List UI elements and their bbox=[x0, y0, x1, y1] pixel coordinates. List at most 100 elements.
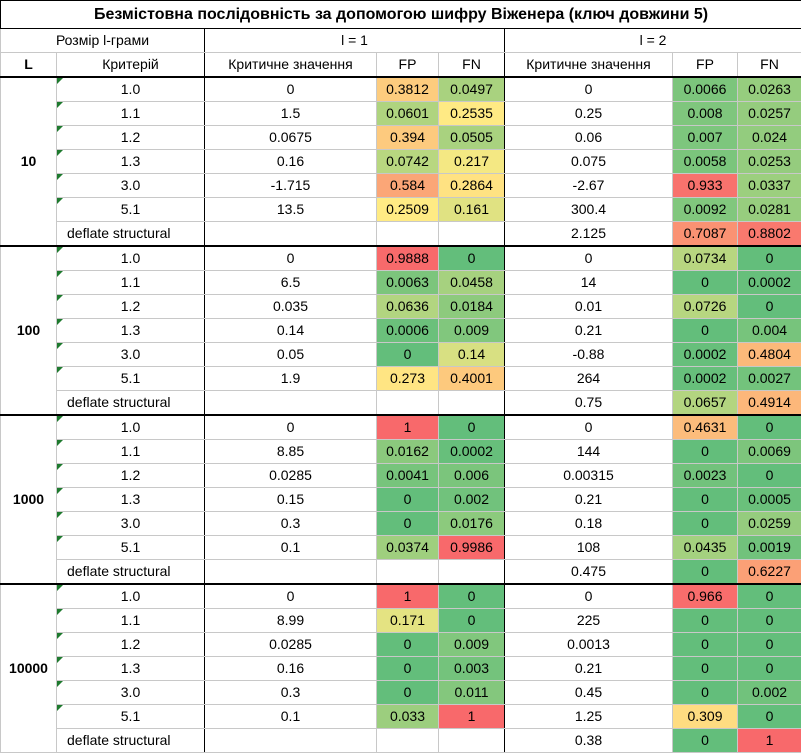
l2-fp-cell[interactable]: 0.309 bbox=[672, 704, 738, 729]
L-column-header[interactable]: L bbox=[0, 52, 57, 78]
l1-fn-cell[interactable]: 0.002 bbox=[438, 487, 505, 512]
l1-fn-cell[interactable]: 0.011 bbox=[438, 680, 505, 705]
criterion-column-header[interactable]: Критерій bbox=[56, 52, 205, 78]
l2-fn-cell[interactable]: 0.004 bbox=[736, 318, 801, 343]
criterion-cell[interactable]: 1.2 bbox=[56, 463, 205, 488]
l1-crit-value-cell[interactable]: 0.14 bbox=[204, 318, 377, 343]
l1-fn-cell[interactable]: 0 bbox=[438, 245, 505, 271]
criterion-cell[interactable]: 5.1 bbox=[56, 366, 205, 391]
l2-crit-value-cell[interactable]: -0.88 bbox=[504, 342, 673, 367]
l1-fp-cell[interactable]: 0.0374 bbox=[376, 535, 439, 560]
l1-group-header[interactable]: l = 1 bbox=[204, 28, 505, 53]
l1-fp-cell[interactable]: 0.584 bbox=[376, 173, 439, 198]
l2-fp-cell[interactable]: 0.008 bbox=[672, 101, 738, 126]
l1-crit-value-cell[interactable]: 0.0675 bbox=[204, 125, 377, 150]
l2-crit-value-cell[interactable]: 225 bbox=[504, 608, 673, 633]
l2-fp-cell[interactable]: 0 bbox=[672, 680, 738, 705]
l2-crit-value-cell[interactable]: 2.125 bbox=[504, 221, 673, 247]
l2-crit-value-cell[interactable]: 0.38 bbox=[504, 728, 673, 753]
l2-fp-cell[interactable]: 0 bbox=[672, 559, 738, 585]
l1-fn-cell[interactable]: 0.161 bbox=[438, 197, 505, 222]
l1-fp-cell[interactable]: 0 bbox=[376, 680, 439, 705]
l2-fn-cell[interactable]: 0.0002 bbox=[736, 270, 801, 295]
l2-fn-header[interactable]: FN bbox=[736, 52, 801, 78]
l2-fp-cell[interactable]: 0.4631 bbox=[672, 414, 738, 440]
l1-fn-cell[interactable]: 0.009 bbox=[438, 318, 505, 343]
criterion-cell[interactable]: deflate structural bbox=[56, 221, 205, 247]
criterion-cell[interactable]: 1.3 bbox=[56, 149, 205, 174]
l2-fn-cell[interactable]: 0 bbox=[736, 704, 801, 729]
l2-fp-cell[interactable]: 0.0734 bbox=[672, 245, 738, 271]
l1-fn-header[interactable]: FN bbox=[438, 52, 505, 78]
l1-fp-cell[interactable]: 0 bbox=[376, 511, 439, 536]
L-value-cell[interactable]: 10000 bbox=[0, 583, 57, 753]
l1-fp-cell[interactable]: 0.2509 bbox=[376, 197, 439, 222]
l2-fp-cell[interactable]: 0.007 bbox=[672, 125, 738, 150]
l1-fp-cell[interactable]: 0 bbox=[376, 632, 439, 657]
l2-crit-value-cell[interactable]: 108 bbox=[504, 535, 673, 560]
l1-crit-value-cell[interactable]: -1.715 bbox=[204, 173, 377, 198]
l2-fn-cell[interactable]: 0.0019 bbox=[736, 535, 801, 560]
l2-fn-cell[interactable]: 0.4914 bbox=[736, 390, 801, 416]
l1-fp-cell[interactable] bbox=[376, 221, 439, 247]
criterion-cell[interactable]: 1.1 bbox=[56, 608, 205, 633]
l2-fn-cell[interactable]: 0 bbox=[736, 583, 801, 609]
table-title[interactable]: Безмістовна послідовність за допомогою ш… bbox=[0, 0, 801, 29]
l2-fp-cell[interactable]: 0 bbox=[672, 270, 738, 295]
l2-fn-cell[interactable]: 0 bbox=[736, 632, 801, 657]
l2-fp-cell[interactable]: 0.0002 bbox=[672, 366, 738, 391]
criterion-cell[interactable]: 1.2 bbox=[56, 125, 205, 150]
criterion-cell[interactable]: 3.0 bbox=[56, 173, 205, 198]
l1-fp-cell[interactable]: 0.0162 bbox=[376, 439, 439, 464]
l1-crit-value-cell[interactable]: 0 bbox=[204, 76, 377, 102]
l1-crit-value-cell[interactable]: 1.9 bbox=[204, 366, 377, 391]
l1-fn-cell[interactable]: 0.0002 bbox=[438, 439, 505, 464]
criterion-cell[interactable]: deflate structural bbox=[56, 390, 205, 416]
l2-crit-value-cell[interactable]: 0.21 bbox=[504, 318, 673, 343]
l2-fp-cell[interactable]: 0.933 bbox=[672, 173, 738, 198]
l2-fp-cell[interactable]: 0.7087 bbox=[672, 221, 738, 247]
l2-crit-value-cell[interactable]: 0 bbox=[504, 583, 673, 609]
l2-fp-cell[interactable]: 0 bbox=[672, 318, 738, 343]
l2-crit-value-cell[interactable]: 0.475 bbox=[504, 559, 673, 585]
l1-fn-cell[interactable]: 0.9986 bbox=[438, 535, 505, 560]
l1-fp-cell[interactable]: 0 bbox=[376, 342, 439, 367]
l1-fp-cell[interactable]: 0.033 bbox=[376, 704, 439, 729]
l2-fn-cell[interactable]: 0.0005 bbox=[736, 487, 801, 512]
l1-fn-cell[interactable]: 0 bbox=[438, 583, 505, 609]
l1-crit-value-cell[interactable]: 13.5 bbox=[204, 197, 377, 222]
l1-fn-cell[interactable] bbox=[438, 221, 505, 247]
l2-fp-cell[interactable]: 0 bbox=[672, 608, 738, 633]
l2-fp-cell[interactable]: 0.0058 bbox=[672, 149, 738, 174]
l1-fp-cell[interactable]: 0 bbox=[376, 487, 439, 512]
l1-fn-cell[interactable]: 0.0458 bbox=[438, 270, 505, 295]
l2-fn-cell[interactable]: 0.0259 bbox=[736, 511, 801, 536]
l2-crit-value-cell[interactable]: 0 bbox=[504, 245, 673, 271]
l2-crit-value-cell[interactable]: 0 bbox=[504, 414, 673, 440]
l1-fp-cell[interactable]: 0.0601 bbox=[376, 101, 439, 126]
criterion-cell[interactable]: 1.3 bbox=[56, 318, 205, 343]
l2-fn-cell[interactable]: 0.002 bbox=[736, 680, 801, 705]
l1-fn-cell[interactable]: 0.0505 bbox=[438, 125, 505, 150]
l1-fp-cell[interactable]: 0.0636 bbox=[376, 294, 439, 319]
l1-fp-cell[interactable]: 0.171 bbox=[376, 608, 439, 633]
criterion-cell[interactable]: 1.2 bbox=[56, 294, 205, 319]
l1-crit-value-cell[interactable]: 0 bbox=[204, 583, 377, 609]
l2-fp-cell[interactable]: 0 bbox=[672, 487, 738, 512]
l2-fn-cell[interactable]: 0 bbox=[736, 608, 801, 633]
l2-fn-cell[interactable]: 0.6227 bbox=[736, 559, 801, 585]
l2-crit-value-cell[interactable]: 300.4 bbox=[504, 197, 673, 222]
criterion-cell[interactable]: 1.3 bbox=[56, 656, 205, 681]
l2-crit-value-cell[interactable]: 144 bbox=[504, 439, 673, 464]
l1-fn-cell[interactable]: 0.217 bbox=[438, 149, 505, 174]
l2-fp-cell[interactable]: 0.0066 bbox=[672, 76, 738, 102]
l2-fp-cell[interactable]: 0 bbox=[672, 632, 738, 657]
l2-crit-value-cell[interactable]: 0.01 bbox=[504, 294, 673, 319]
criterion-cell[interactable]: 1.1 bbox=[56, 270, 205, 295]
criterion-cell[interactable]: 1.0 bbox=[56, 414, 205, 440]
l2-crit-value-cell[interactable]: 0.45 bbox=[504, 680, 673, 705]
l1-fp-header[interactable]: FP bbox=[376, 52, 439, 78]
l2-fn-cell[interactable]: 0.8802 bbox=[736, 221, 801, 247]
l1-crit-value-cell[interactable]: 0.16 bbox=[204, 149, 377, 174]
l2-fp-cell[interactable]: 0.0435 bbox=[672, 535, 738, 560]
